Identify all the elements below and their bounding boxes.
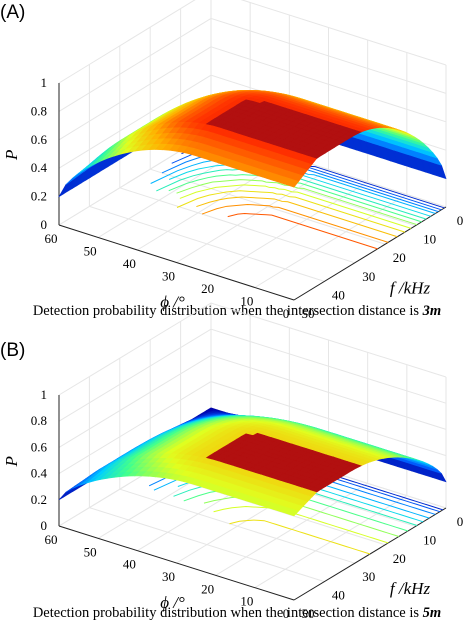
f-tick-label: 30 [362, 569, 375, 584]
contour-line [213, 506, 389, 544]
p-axis-label: P [2, 456, 21, 467]
f-tick-label: 10 [423, 532, 436, 547]
contour-line [176, 190, 406, 233]
phi-axis-line [58, 224, 295, 301]
surface-mesh [58, 89, 447, 198]
phi-tick-label: 50 [84, 244, 97, 259]
z-tick-label: 0 [41, 217, 48, 232]
z-tick-label: 0.2 [31, 189, 47, 204]
f-axis-label: f /kHz [390, 279, 431, 298]
phi-tick-label: 20 [201, 581, 214, 596]
phi-tick-label: 30 [162, 269, 175, 284]
surface-plot-a: 00.20.40.60.81010203040506001020304050Pϕ… [2, 0, 464, 321]
f-tick-label: 20 [393, 250, 406, 265]
f-tick-label: 30 [362, 269, 375, 284]
grid-line [254, 194, 408, 288]
f-tick-label: 50 [302, 606, 315, 621]
z-tick-label: 1 [41, 75, 48, 90]
z-tick-label: 0.6 [31, 132, 48, 147]
caption-b: Detection probability distribution when … [0, 603, 474, 623]
z-tick-label: 0.8 [31, 103, 47, 118]
contour-line [196, 196, 398, 238]
panel-label-b: (B) [0, 340, 26, 361]
contour-line [201, 203, 389, 243]
phi-tick-label: 40 [123, 256, 136, 271]
phi-axis-label: ϕ /° [160, 593, 185, 612]
phi-tick-label: 10 [240, 294, 253, 309]
contour-line [229, 519, 371, 555]
phi-axis-label: ϕ /° [160, 293, 185, 312]
f-axis-label: f /kHz [390, 579, 431, 598]
f-axis-line [293, 206, 447, 301]
phi-tick-label: 60 [45, 532, 58, 547]
contour-line [227, 212, 378, 250]
grid-line [176, 169, 329, 263]
z-tick-label: 1 [41, 387, 48, 402]
surface-mesh [58, 407, 447, 517]
surface-cell [286, 508, 300, 517]
contour-line [168, 174, 422, 223]
f-tick-label: 10 [423, 232, 436, 247]
phi-tick-label: 0 [283, 606, 290, 621]
panel-label-a: (A) [0, 2, 26, 23]
caption-a: Detection probability distribution when … [0, 301, 474, 321]
phi-tick-label: 50 [84, 544, 97, 559]
phi-axis-line [58, 525, 295, 601]
phi-tick-label: 40 [123, 557, 136, 572]
z-tick-label: 0.8 [31, 413, 47, 428]
caption-value-a: 3m [422, 303, 442, 319]
z-tick-label: 0 [41, 518, 48, 533]
f-tick-label: 40 [332, 287, 345, 302]
p-axis-label: P [2, 150, 21, 161]
caption-text-b: Detection probability distribution when … [32, 605, 423, 621]
grid-line [215, 181, 368, 276]
z-tick-label: 0.2 [31, 492, 47, 507]
grid-line [58, 328, 447, 422]
chart-panel-a: (A) 0 0.2 0.4 0.6 0.8 1 0 10 20 30 40 50 60 0 10 20 30 40… [0, 0, 474, 321]
surface-plot-b: 00.20.40.60.81010203040506001020304050Pϕ… [2, 302, 464, 621]
chart-panel-b: (B) 0 0.2 0.4 0.6 0.8 1 0 10 20 30 40 50 60 0 10 20 30 40… [0, 302, 474, 642]
phi-tick-label: 0 [283, 306, 290, 321]
phi-tick-label: 60 [45, 231, 58, 246]
phi-tick-label: 30 [162, 569, 175, 584]
f-tick-label: 0 [457, 213, 464, 228]
phi-tick-label: 20 [201, 281, 214, 296]
f-tick-label: 20 [393, 551, 406, 566]
z-tick-label: 0.4 [31, 160, 48, 175]
f-tick-label: 40 [332, 588, 345, 603]
f-tick-label: 50 [302, 306, 315, 321]
caption-text-a: Detection probability distribution when … [32, 303, 423, 319]
z-tick-label: 0.4 [31, 466, 48, 481]
caption-value-b: 5m [422, 605, 442, 621]
contour-line [176, 179, 418, 226]
contour-line [179, 184, 412, 229]
grid-line [58, 0, 447, 84]
f-tick-label: 0 [457, 514, 464, 529]
phi-tick-label: 10 [240, 594, 253, 609]
surface-cell [286, 178, 300, 188]
z-tick-label: 0.6 [31, 439, 48, 454]
